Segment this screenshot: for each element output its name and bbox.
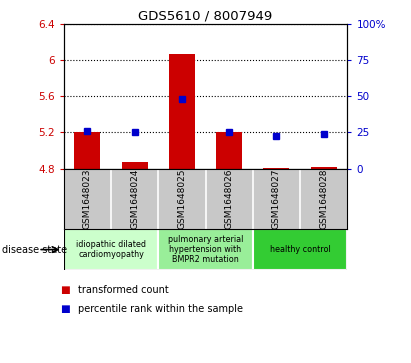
Text: GSM1648027: GSM1648027 xyxy=(272,168,281,229)
Text: idiopathic dilated
cardiomyopathy: idiopathic dilated cardiomyopathy xyxy=(76,240,146,259)
Text: pulmonary arterial
hypertension with
BMPR2 mutation: pulmonary arterial hypertension with BMP… xyxy=(168,234,243,265)
Text: disease state: disease state xyxy=(2,245,67,254)
Text: healthy control: healthy control xyxy=(270,245,330,254)
Text: GSM1648028: GSM1648028 xyxy=(319,168,328,229)
Text: GSM1648025: GSM1648025 xyxy=(178,168,186,229)
Bar xyxy=(311,167,337,169)
Text: ■: ■ xyxy=(60,303,69,314)
Text: GSM1648023: GSM1648023 xyxy=(83,168,92,229)
Text: GSM1648026: GSM1648026 xyxy=(225,168,233,229)
Text: GSM1648024: GSM1648024 xyxy=(130,168,139,229)
Bar xyxy=(263,168,289,169)
Bar xyxy=(253,229,347,270)
Bar xyxy=(74,132,100,169)
Bar xyxy=(169,53,195,169)
Bar xyxy=(64,229,158,270)
Bar xyxy=(158,229,253,270)
Bar xyxy=(122,162,148,169)
Text: transformed count: transformed count xyxy=(78,285,169,295)
Bar xyxy=(216,132,242,169)
Title: GDS5610 / 8007949: GDS5610 / 8007949 xyxy=(139,9,272,23)
Text: percentile rank within the sample: percentile rank within the sample xyxy=(78,303,243,314)
Text: ■: ■ xyxy=(60,285,69,295)
